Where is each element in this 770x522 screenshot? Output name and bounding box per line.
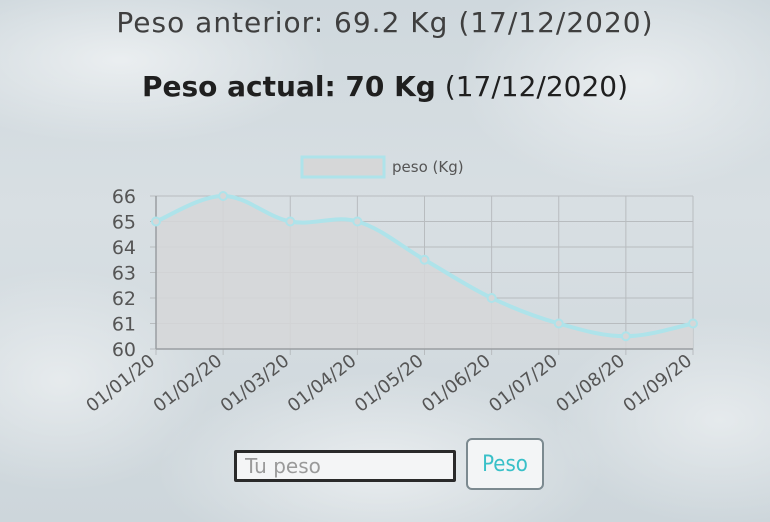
chart-legend[interactable]: peso (Kg) [300,155,464,179]
y-tick-label: 60 [112,339,136,361]
x-tick-label: 01/03/20 [217,350,294,416]
legend-swatch [300,155,386,179]
chart-ytick-labels: 60 61 62 63 64 65 66 [112,186,136,361]
data-point[interactable] [688,318,698,329]
x-tick-label: 01/06/20 [418,350,495,416]
data-point[interactable] [553,318,564,329]
x-tick-label: 01/09/20 [619,350,696,416]
data-point[interactable] [419,254,430,265]
x-tick-label: 01/02/20 [150,350,227,416]
peso-button[interactable]: Peso [466,438,544,490]
series-area-fill [156,196,693,349]
x-tick-label: 01/05/20 [351,350,428,416]
weight-form: Peso [0,438,770,498]
current-weight-heading: Peso actual: 70 Kg (17/12/2020) [0,70,770,103]
data-point[interactable] [486,293,497,303]
y-tick-label: 62 [112,288,136,310]
legend-label: peso (Kg) [392,158,464,176]
current-weight-value: Peso actual: 70 Kg [141,70,436,103]
y-tick-label: 66 [112,186,136,208]
y-tick-label: 63 [112,263,136,285]
weight-input[interactable] [234,450,456,482]
data-point[interactable] [151,216,161,227]
data-point[interactable] [620,331,631,342]
current-weight-date: (17/12/2020) [444,70,628,103]
y-tick-label: 64 [112,237,136,259]
data-point[interactable] [285,216,296,227]
previous-weight-text: Peso anterior: 69.2 Kg (17/12/2020) [116,6,654,39]
y-tick-label: 65 [112,212,136,234]
data-point[interactable] [218,191,229,201]
x-tick-label: 01/08/20 [552,350,629,416]
x-tick-label: 01/07/20 [485,350,562,416]
x-tick-label: 01/04/20 [284,350,361,416]
data-point[interactable] [352,216,363,227]
weight-chart: peso (Kg) 60 61 62 63 64 65 66 01/01/2001/02/2… [82,155,698,417]
chart-points [151,191,698,342]
chart-xtick-labels: 01/01/2001/02/2001/03/2001/04/2001/05/20… [82,350,696,416]
y-tick-label: 61 [112,314,136,336]
